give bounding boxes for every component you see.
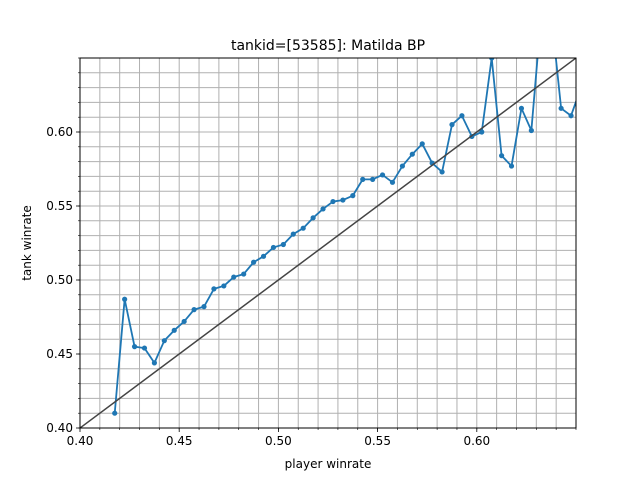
- data-point: [409, 151, 415, 157]
- data-point: [568, 113, 574, 119]
- data-point: [310, 215, 316, 221]
- data-point: [419, 141, 425, 147]
- data-point: [379, 172, 386, 178]
- series-line: [113, 58, 576, 414]
- data-point: [151, 360, 157, 366]
- x-tick-label: 0.60: [463, 434, 490, 448]
- data-point: [360, 176, 366, 182]
- plot-data: [80, 11, 583, 428]
- data-point: [578, 85, 583, 90]
- reference-line: [80, 58, 576, 428]
- data-point: [399, 163, 405, 169]
- data-point: [528, 127, 534, 134]
- grid: [79, 57, 577, 429]
- data-point: [201, 304, 207, 310]
- y-tick-label: 0.55: [46, 199, 73, 213]
- data-point: [320, 206, 326, 212]
- y-tick-label: 0.45: [46, 347, 73, 361]
- data-point: [389, 179, 396, 185]
- data-point: [181, 318, 187, 325]
- data-point: [270, 244, 277, 251]
- data-point: [191, 307, 197, 313]
- y-axis-label: tank winrate: [20, 205, 34, 281]
- data-point: [370, 176, 376, 182]
- data-point: [350, 193, 356, 199]
- y-tick-label: 0.60: [46, 125, 73, 139]
- data-point: [340, 197, 346, 203]
- y-tick-label: 0.40: [46, 421, 73, 435]
- data-point: [300, 225, 306, 231]
- x-tick-label: 0.40: [67, 434, 94, 448]
- data-point: [280, 241, 286, 248]
- data-point: [489, 58, 495, 61]
- data-point: [251, 259, 257, 265]
- data-point: [290, 231, 296, 237]
- chart-title: tankid=[53585]: Matilda BP: [231, 38, 425, 54]
- data-point: [122, 296, 128, 302]
- data-point: [558, 105, 564, 111]
- x-tick-label: 0.45: [166, 434, 193, 448]
- y-tick-label: 0.50: [46, 273, 73, 287]
- data-point: [459, 113, 465, 119]
- data-point: [141, 345, 148, 351]
- data-point: [449, 122, 455, 128]
- data-point: [499, 153, 505, 159]
- data-point: [231, 274, 237, 280]
- data-point: [221, 283, 227, 289]
- plot-frame: [79, 57, 577, 429]
- x-axis-label: player winrate: [285, 457, 372, 471]
- series-group: [80, 11, 583, 428]
- data-point: [539, 11, 544, 16]
- x-tick-label: 0.50: [265, 434, 292, 448]
- data-point: [171, 327, 177, 333]
- data-point: [479, 129, 485, 135]
- data-point: [549, 11, 554, 16]
- x-tick-label: 0.55: [364, 434, 391, 448]
- data-point: [112, 410, 118, 416]
- data-point: [161, 338, 167, 344]
- data-point: [518, 105, 525, 111]
- axis-ticks: 0.40 0.45 0.50 0.55 0.60 0.40 0.45 0.50 0.55 0.60: [46, 57, 577, 448]
- data-point: [508, 163, 515, 169]
- data-point: [330, 198, 336, 205]
- data-point: [131, 344, 138, 350]
- data-point: [260, 253, 267, 259]
- data-point: [241, 271, 247, 277]
- data-point: [439, 169, 445, 175]
- data-point: [211, 286, 217, 292]
